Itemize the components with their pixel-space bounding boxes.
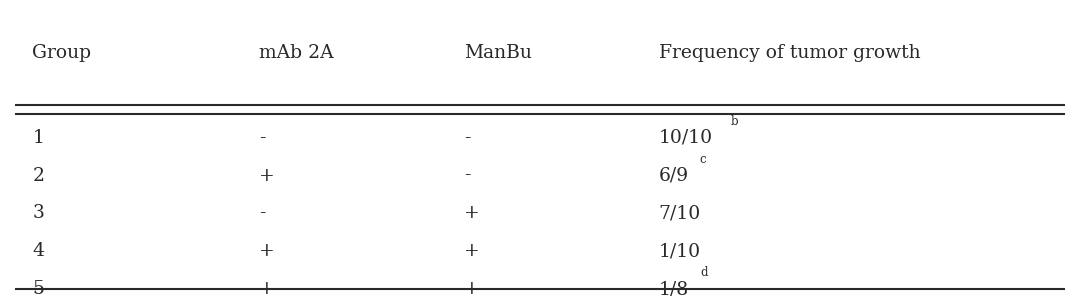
Text: -: - [464, 167, 471, 184]
Text: b: b [731, 115, 739, 128]
Text: +: + [464, 242, 481, 260]
Text: -: - [464, 129, 471, 147]
Text: +: + [259, 242, 275, 260]
Text: Frequency of tumor growth: Frequency of tumor growth [659, 44, 920, 62]
Text: 7/10: 7/10 [659, 205, 701, 222]
Text: c: c [700, 153, 706, 166]
Text: -: - [259, 205, 266, 222]
Text: +: + [259, 280, 275, 296]
Text: 2: 2 [32, 167, 44, 184]
Text: 10/10: 10/10 [659, 129, 713, 147]
Text: 4: 4 [32, 242, 44, 260]
Text: 3: 3 [32, 205, 44, 222]
Text: +: + [464, 280, 481, 296]
Text: ManBu: ManBu [464, 44, 532, 62]
Text: 1/8: 1/8 [659, 280, 689, 296]
Text: 5: 5 [32, 280, 44, 296]
Text: 1: 1 [32, 129, 44, 147]
Text: 6/9: 6/9 [659, 167, 689, 184]
Text: +: + [464, 205, 481, 222]
Text: -: - [259, 129, 266, 147]
Text: Group: Group [32, 44, 92, 62]
Text: 1/10: 1/10 [659, 242, 701, 260]
Text: +: + [259, 167, 275, 184]
Text: d: d [700, 266, 707, 279]
Text: mAb 2A: mAb 2A [259, 44, 334, 62]
